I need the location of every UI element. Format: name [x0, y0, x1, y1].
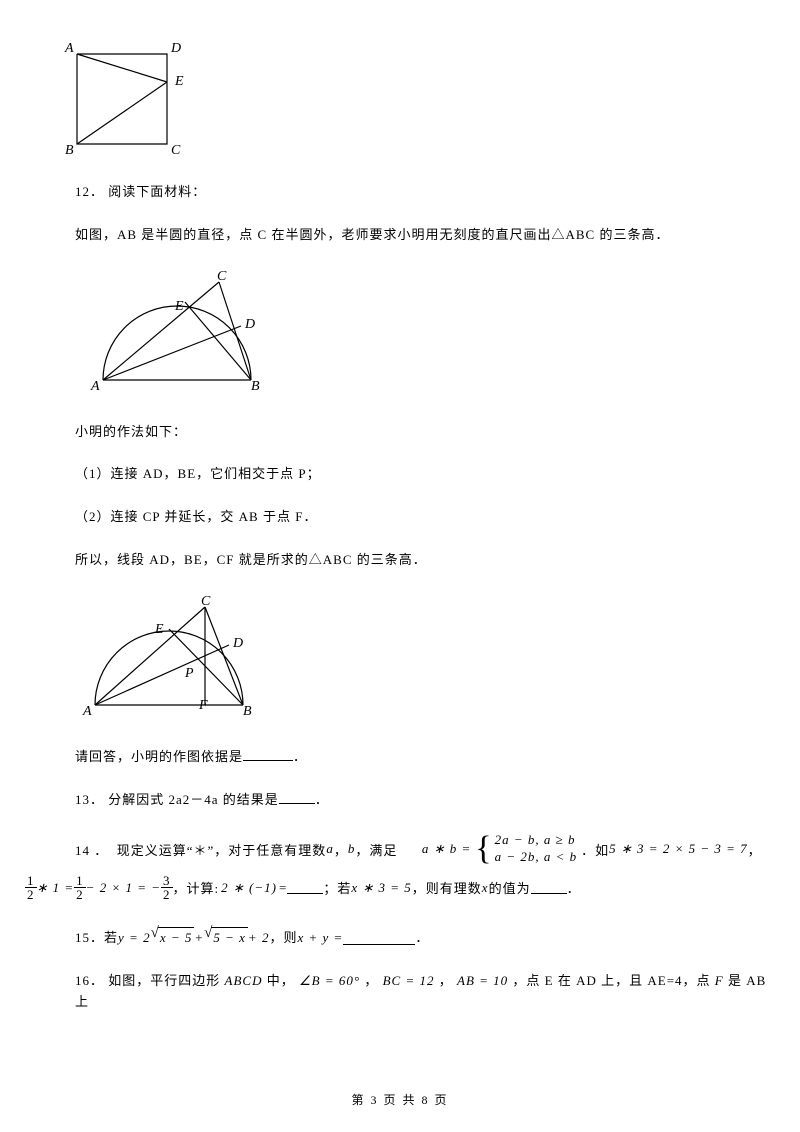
q14-def-lhs: a ∗ b =: [422, 841, 471, 857]
frac-1-2a: 12: [25, 874, 37, 901]
q16: 16． 如图，平行四边形 ABCD 中， ∠B = 60° ， BC = 12 …: [75, 971, 775, 1013]
q16-c1: ，: [364, 973, 378, 988]
svg-text:A: A: [90, 379, 100, 394]
q16-F: F: [715, 973, 724, 988]
q16-seg3: ，点 E 在 AD 上，且 AE=4，点: [512, 973, 710, 988]
q14-seg7: 的值为: [489, 878, 531, 897]
q16-seg2: 中，: [267, 973, 295, 988]
q12-p6-pre: 请回答，小明的作图依据是: [75, 749, 243, 764]
q16-ab: AB = 10: [457, 973, 508, 988]
svg-text:E: E: [174, 299, 184, 314]
q15-plus: +: [194, 928, 204, 949]
q16-num: 16．: [75, 973, 104, 988]
figure-semicircle-1: A B C D E: [85, 268, 775, 402]
q14-seg6: ，则有理数: [412, 878, 482, 897]
svg-text:B: B: [251, 379, 260, 394]
q12-p4: （2）连接 CP 并延长，交 AB 于点 F．: [75, 507, 775, 528]
q13: 13． 分解因式 2a2－4a 的结果是 ．: [75, 790, 775, 811]
q16-seg1: 如图，平行四边形: [108, 973, 220, 988]
svg-text:D: D: [170, 41, 181, 56]
q14-comma1: ，: [334, 840, 348, 859]
svg-text:A: A: [64, 41, 74, 56]
svg-text:P: P: [184, 666, 194, 681]
q14-b: b: [348, 841, 356, 857]
q15-yeq: y = 2: [118, 928, 151, 949]
frac-1-2b: 12: [74, 874, 86, 901]
q15-tail: + 2: [248, 928, 270, 949]
q14-calc: 2 ∗ (−1): [221, 880, 277, 896]
svg-text:D: D: [244, 317, 255, 332]
q14-eqmid2: − 2 × 1 = −: [86, 880, 161, 896]
q15-xy: x + y =: [297, 928, 343, 949]
q12-p6-post: ．: [293, 749, 307, 764]
page-footer: 第 3 页 共 8 页: [0, 1091, 800, 1108]
blank-q15[interactable]: [343, 932, 415, 945]
q15-pre: 若: [104, 928, 118, 949]
q14-brace: { 2a − b, a ≥ b a − 2b, a < b: [475, 832, 577, 866]
sqrt-2: √5 − x: [204, 927, 248, 949]
blank-q14b[interactable]: [531, 881, 567, 894]
q12-answer-line: 请回答，小明的作图依据是 ．: [75, 747, 775, 768]
q14-comma2: ，: [748, 840, 762, 859]
blank-q13[interactable]: [279, 791, 315, 804]
frac-3-2: 32: [161, 874, 173, 901]
svg-text:F: F: [198, 698, 208, 713]
q14-x: x: [482, 880, 489, 896]
svg-text:E: E: [174, 74, 184, 89]
q14-seg1: 现定义运算“＊”，对于任意有理数: [117, 840, 327, 859]
q13-pre: 分解因式 2a2－4a 的结果是: [108, 792, 279, 807]
q13-num: 13．: [75, 792, 104, 807]
q14-eqmid1: ∗ 1 =: [37, 880, 75, 896]
q14-eq: =: [279, 880, 287, 896]
q14-seg5: ；若: [323, 878, 351, 897]
q14-line1: 14 ． 现定义运算“＊”，对于任意有理数 a ， b ，满足 a ∗ b = …: [75, 832, 775, 866]
q14-def-r2: a − 2b, a < b: [495, 849, 578, 866]
footer-text: 第 3 页 共 8 页: [351, 1093, 448, 1107]
svg-text:E: E: [154, 622, 164, 637]
svg-text:C: C: [217, 269, 227, 284]
q14-cond: x ∗ 3 = 5: [351, 880, 411, 896]
q15-num: 15．: [75, 928, 104, 949]
q12-p2: 小明的作法如下：: [75, 422, 775, 443]
svg-text:C: C: [171, 143, 181, 158]
blank-q12[interactable]: [243, 748, 293, 761]
blank-q14a[interactable]: [287, 881, 323, 894]
figure-square-abcde: A D E B C: [63, 40, 775, 162]
q14-period: ．: [567, 878, 581, 897]
q16-angB: ∠B = 60°: [299, 973, 360, 988]
q12-title: 12． 阅读下面材料：: [75, 182, 775, 203]
q16-bc: BC = 12: [383, 973, 435, 988]
svg-text:C: C: [201, 594, 211, 609]
q14-seg3: ．如: [581, 840, 609, 859]
q14-line2: 12 ∗ 1 = 12 − 2 × 1 = − 32 ，计算: 2 ∗ (−1)…: [25, 874, 775, 901]
q12-num: 12．: [75, 184, 104, 199]
q14-ex1: 5 ∗ 3 = 2 × 5 − 3 = 7: [609, 841, 747, 857]
q14-seg4: ，计算:: [173, 878, 220, 897]
q15-then: ，则: [269, 928, 297, 949]
q16-c2: ，: [439, 973, 453, 988]
q15: 15． 若 y = 2 √x − 5 + √5 − x + 2 ，则 x + y…: [75, 927, 775, 949]
svg-text:A: A: [82, 704, 92, 719]
q14-num: 14 ．: [75, 840, 108, 859]
q12-p1: 如图，AB 是半圆的直径，点 C 在半圆外，老师要求小明用无刻度的直尺画出△AB…: [75, 225, 775, 246]
sqrt-1: √x − 5: [151, 927, 195, 949]
svg-text:D: D: [232, 636, 243, 651]
svg-text:B: B: [243, 704, 252, 719]
figure-semicircle-2: A B C D E P F: [77, 593, 775, 727]
q12-p3: （1）连接 AD，BE，它们相交于点 P；: [75, 464, 775, 485]
svg-text:B: B: [65, 143, 74, 158]
q14-def-r1: 2a − b, a ≥ b: [495, 832, 578, 849]
q15-period: ．: [415, 928, 429, 949]
q14-seg2: ，满足: [355, 840, 397, 859]
q13-post: ．: [315, 792, 329, 807]
q14-a: a: [326, 841, 334, 857]
q12-title-text: 阅读下面材料：: [108, 184, 206, 199]
q16-abcd: ABCD: [225, 973, 263, 988]
q12-p5: 所以，线段 AD，BE，CF 就是所求的△ABC 的三条高．: [75, 550, 775, 571]
